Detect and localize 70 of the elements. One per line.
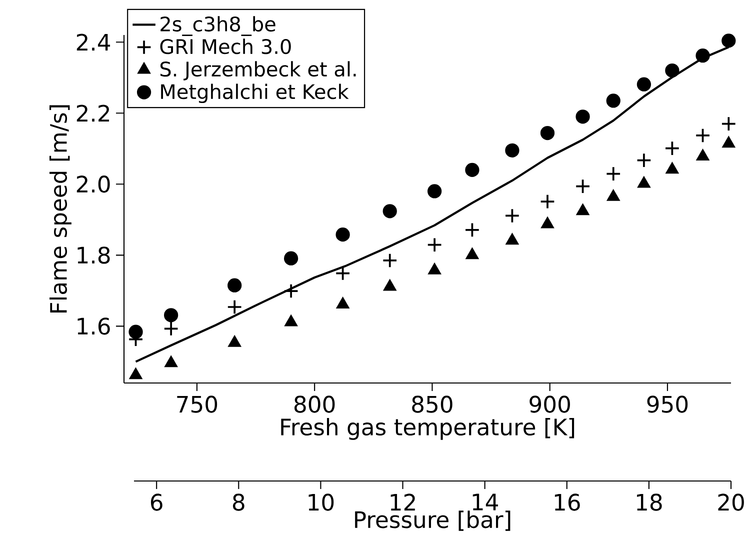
point (284, 315, 298, 326)
point (664, 140, 680, 156)
point (665, 63, 680, 78)
x-tick-label: 800 (294, 396, 335, 413)
point (466, 248, 478, 260)
point (506, 234, 518, 245)
legend-label: S. Jerzembeck et al. (160, 61, 356, 80)
point (636, 152, 652, 168)
x-tick-label: 900 (530, 396, 570, 413)
x2-tick-label: 20 (718, 494, 744, 511)
point (465, 162, 480, 178)
x-tick-label: 750 (177, 396, 218, 413)
legend-label: 2s_c3h8_be (160, 16, 276, 36)
point (721, 116, 736, 132)
x2-tick-label: 6 (150, 494, 162, 511)
point (636, 77, 652, 92)
x2-tick-label: 12 (390, 494, 415, 511)
x2-tick-label: 14 (472, 494, 498, 510)
point (164, 308, 178, 322)
point (163, 321, 179, 336)
point (384, 280, 396, 291)
point (576, 204, 590, 216)
point (226, 299, 242, 315)
point (695, 128, 710, 144)
y-tick-label: 2.2 (76, 104, 110, 122)
y-tick-label: 1.6 (78, 318, 110, 335)
point (382, 204, 397, 218)
legend-label: GRI Mech 3.0 (160, 38, 291, 54)
point (128, 324, 143, 339)
point (504, 208, 520, 224)
x2-tick-label: 8 (232, 494, 244, 511)
point (638, 176, 650, 188)
point (505, 143, 520, 158)
point (228, 278, 242, 292)
point (464, 222, 480, 238)
x-axis-title: Fresh gas temperature [K] (281, 418, 574, 440)
point (382, 252, 398, 268)
point (164, 356, 178, 368)
point (426, 237, 442, 252)
x2-tick-label: 16 (554, 494, 580, 511)
point (606, 94, 620, 108)
point (336, 227, 350, 242)
point (540, 126, 555, 140)
y-tick-label: 2.4 (76, 34, 110, 51)
point (130, 368, 142, 380)
x-tick-label: 850 (412, 396, 452, 413)
x2-tick-label: 10 (308, 494, 334, 511)
y-tick-label: 1.8 (78, 246, 110, 264)
point (666, 162, 678, 174)
point (540, 194, 556, 210)
point (283, 283, 299, 299)
point (427, 184, 442, 198)
x-tick-label: 950 (647, 396, 688, 413)
point (696, 149, 710, 160)
point (696, 48, 710, 63)
point (428, 263, 441, 274)
y-tick-label: 2.0 (76, 176, 110, 193)
point (228, 336, 241, 347)
point (575, 178, 590, 194)
legend-label: Metghalchi et Keck (161, 84, 349, 104)
x2-tick-label: 18 (637, 494, 662, 511)
point (607, 190, 620, 201)
point (576, 110, 590, 124)
point (336, 297, 350, 309)
y-axis-title: Flame speed [m/s] (49, 105, 72, 312)
point (284, 251, 298, 266)
point (541, 217, 554, 228)
x2-axis-title: Pressure [bar] (355, 510, 510, 531)
point (335, 266, 350, 281)
point (606, 166, 621, 182)
